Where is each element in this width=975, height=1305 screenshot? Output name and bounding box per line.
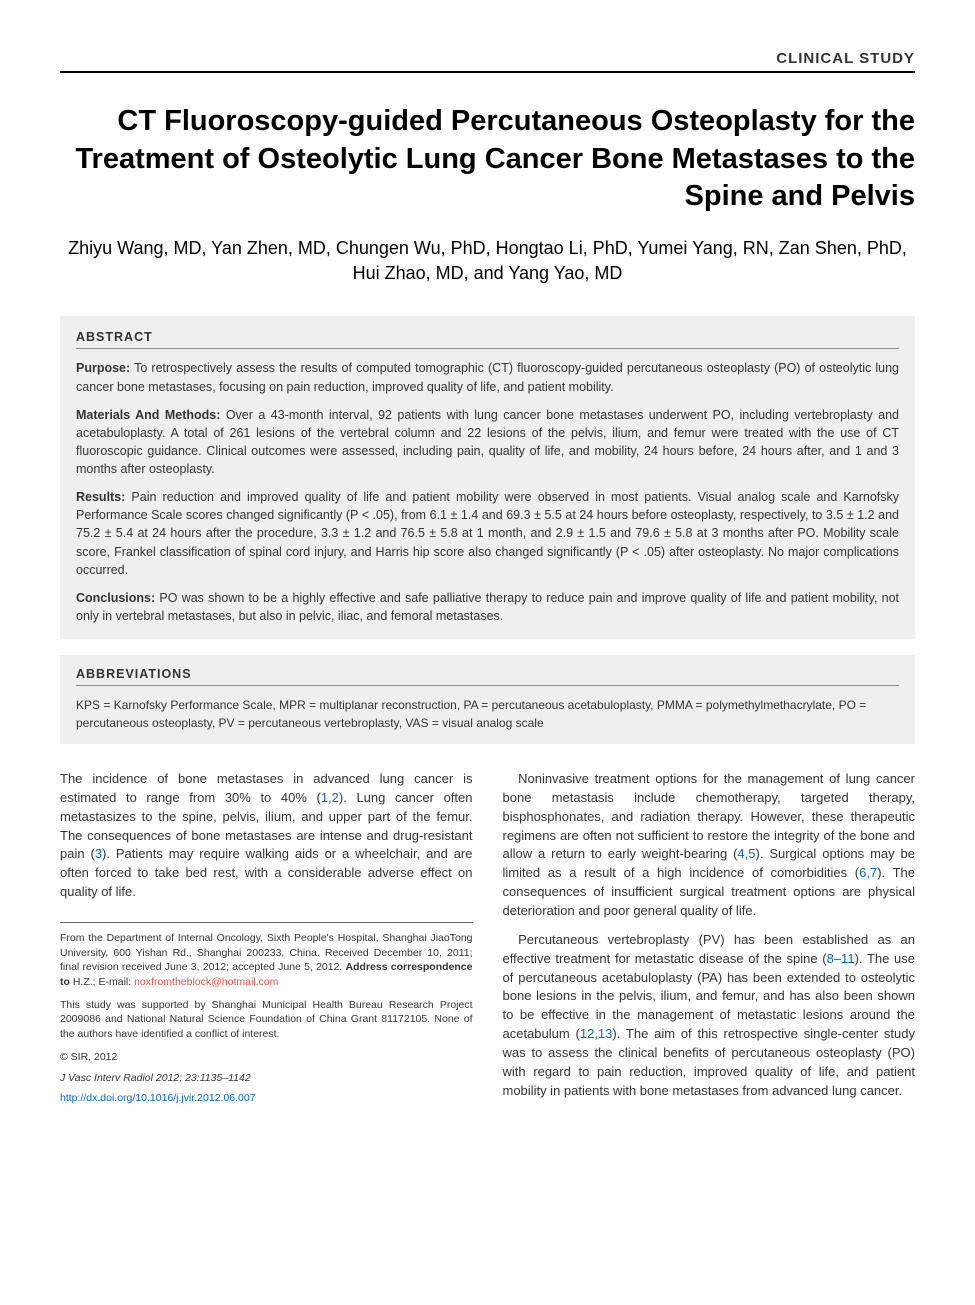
ref-link-1-2[interactable]: 1,2 bbox=[321, 790, 339, 805]
abstract-conclusions: Conclusions: PO was shown to be a highly… bbox=[76, 589, 899, 625]
footnote-funding: This study was supported by Shanghai Mun… bbox=[60, 998, 473, 1042]
results-label: Results: bbox=[76, 490, 125, 504]
abstract-heading: ABSTRACT bbox=[76, 330, 899, 349]
intro-paragraph-1: The incidence of bone metastases in adva… bbox=[60, 770, 473, 902]
purpose-text: To retrospectively assess the results of… bbox=[76, 361, 899, 393]
methods-label: Materials And Methods: bbox=[76, 408, 220, 422]
left-column: The incidence of bone metastases in adva… bbox=[60, 770, 473, 1110]
abstract-purpose: Purpose: To retrospectively assess the r… bbox=[76, 359, 899, 395]
section-label: CLINICAL STUDY bbox=[60, 50, 915, 73]
abstract-methods: Materials And Methods: Over a 43-month i… bbox=[76, 406, 899, 479]
footnote-copyright: © SIR, 2012 bbox=[60, 1050, 473, 1065]
right-column: Noninvasive treatment options for the ma… bbox=[503, 770, 916, 1110]
body-columns: The incidence of bone metastases in adva… bbox=[60, 770, 915, 1110]
affil-c: H.Z.; E-mail: bbox=[70, 976, 134, 988]
ref-link-12-13[interactable]: 12,13 bbox=[580, 1026, 613, 1041]
abbreviations-box: ABBREVIATIONS KPS = Karnofsky Performanc… bbox=[60, 655, 915, 744]
doi-link[interactable]: http://dx.doi.org/10.1016/j.jvir.2012.06… bbox=[60, 1092, 473, 1104]
footnote-affiliation: From the Department of Internal Oncology… bbox=[60, 931, 473, 990]
conclusions-text: PO was shown to be a highly effective an… bbox=[76, 591, 899, 623]
ref-link-8-11[interactable]: 8–11 bbox=[827, 951, 855, 966]
abstract-results: Results: Pain reduction and improved qua… bbox=[76, 488, 899, 579]
correspondence-email[interactable]: noxfromtheblock@hotmail.com bbox=[134, 976, 278, 988]
ref-link-6-7[interactable]: 6,7 bbox=[859, 865, 877, 880]
abstract-box: ABSTRACT Purpose: To retrospectively ass… bbox=[60, 316, 915, 639]
ref-link-3[interactable]: 3 bbox=[95, 846, 102, 861]
ref-link-4-5[interactable]: 4,5 bbox=[737, 846, 755, 861]
author-list: Zhiyu Wang, MD, Yan Zhen, MD, Chungen Wu… bbox=[60, 236, 915, 286]
intro-paragraph-3: Percutaneous vertebroplasty (PV) has bee… bbox=[503, 931, 916, 1101]
abbreviations-heading: ABBREVIATIONS bbox=[76, 667, 899, 686]
conclusions-label: Conclusions: bbox=[76, 591, 155, 605]
footnote-rule bbox=[60, 922, 473, 923]
abbreviations-text: KPS = Karnofsky Performance Scale, MPR =… bbox=[76, 696, 899, 732]
article-title: CT Fluoroscopy-guided Percutaneous Osteo… bbox=[60, 103, 915, 216]
results-text: Pain reduction and improved quality of l… bbox=[76, 490, 899, 577]
journal-citation: J Vasc Interv Radiol 2012; 23:1135–1142 bbox=[60, 1072, 473, 1084]
intro-paragraph-2: Noninvasive treatment options for the ma… bbox=[503, 770, 916, 921]
purpose-label: Purpose: bbox=[76, 361, 130, 375]
p1-text-c: ). Patients may require walking aids or … bbox=[60, 846, 473, 899]
